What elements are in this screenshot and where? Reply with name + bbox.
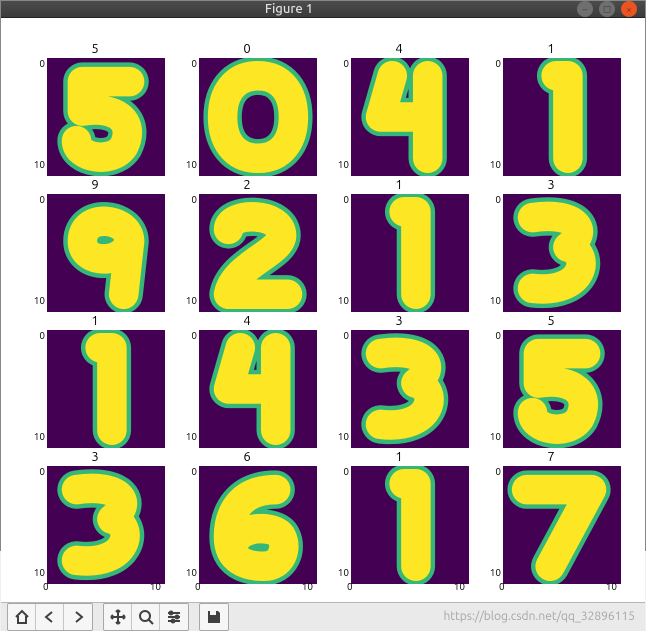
digit-image bbox=[47, 330, 165, 448]
subplot-title: 3 bbox=[475, 178, 627, 192]
watermark-text: https://blog.csdn.net/qq_32896115 bbox=[443, 610, 635, 623]
subplot: 7010010 bbox=[475, 456, 627, 592]
y-ticks: 010 bbox=[331, 194, 349, 306]
subplot: 3010 bbox=[475, 184, 627, 320]
titlebar: Figure 1 – ◻ × bbox=[1, 1, 645, 18]
subplot-grid: 5010001040101010901020101010301010104010… bbox=[19, 48, 627, 592]
save-button[interactable] bbox=[200, 604, 228, 630]
window-title: Figure 1 bbox=[1, 2, 577, 16]
pan-button[interactable] bbox=[104, 604, 132, 630]
subplot: 4010 bbox=[171, 320, 323, 456]
y-ticks: 010 bbox=[179, 58, 197, 170]
maximize-button[interactable]: ◻ bbox=[599, 1, 615, 17]
close-button[interactable]: × bbox=[621, 1, 637, 17]
subplot: 9010 bbox=[19, 184, 171, 320]
subplot-title: 1 bbox=[475, 42, 627, 56]
app-window: Figure 1 – ◻ × 5010001040101010901020101… bbox=[0, 0, 646, 551]
forward-button[interactable] bbox=[64, 604, 92, 630]
subplot-title: 5 bbox=[475, 314, 627, 328]
digit-image bbox=[503, 330, 621, 448]
subplot: 1010 bbox=[19, 320, 171, 456]
subplot-title: 0 bbox=[171, 42, 323, 56]
digit-image bbox=[351, 466, 469, 584]
subplot: 0010 bbox=[171, 48, 323, 184]
minimize-button[interactable]: – bbox=[577, 1, 593, 17]
subplot: 4010 bbox=[323, 48, 475, 184]
arrow-left-icon bbox=[42, 609, 58, 625]
y-ticks: 010 bbox=[483, 194, 501, 306]
home-button[interactable] bbox=[8, 604, 36, 630]
y-ticks: 010 bbox=[179, 194, 197, 306]
subplot: 1010 bbox=[323, 184, 475, 320]
subplot: 3010010 bbox=[19, 456, 171, 592]
y-ticks: 010 bbox=[483, 330, 501, 442]
digit-image bbox=[503, 466, 621, 584]
window-controls: – ◻ × bbox=[577, 1, 645, 17]
zoom-icon bbox=[138, 609, 154, 625]
subplot-title: 2 bbox=[171, 178, 323, 192]
digit-image bbox=[47, 194, 165, 312]
y-ticks: 010 bbox=[483, 466, 501, 578]
subplot: 5010 bbox=[475, 320, 627, 456]
subplot: 6010010 bbox=[171, 456, 323, 592]
x-ticks: 010 bbox=[199, 581, 317, 592]
subplot-title: 3 bbox=[323, 314, 475, 328]
subplot-title: 1 bbox=[19, 314, 171, 328]
toolbar-group-io bbox=[199, 603, 229, 631]
subplot-title: 1 bbox=[323, 178, 475, 192]
y-ticks: 010 bbox=[331, 466, 349, 578]
configure-button[interactable] bbox=[160, 604, 188, 630]
y-ticks: 010 bbox=[27, 194, 45, 306]
subplot-title: 3 bbox=[19, 450, 171, 464]
y-ticks: 010 bbox=[331, 58, 349, 170]
digit-image bbox=[199, 466, 317, 584]
y-ticks: 010 bbox=[27, 466, 45, 578]
digit-image bbox=[503, 58, 621, 176]
subplot-title: 4 bbox=[171, 314, 323, 328]
toolbar-group-nav bbox=[7, 603, 93, 631]
y-ticks: 010 bbox=[179, 466, 197, 578]
zoom-button[interactable] bbox=[132, 604, 160, 630]
digit-image bbox=[199, 330, 317, 448]
y-ticks: 010 bbox=[27, 58, 45, 170]
digit-image bbox=[199, 194, 317, 312]
subplot-title: 1 bbox=[323, 450, 475, 464]
arrow-right-icon bbox=[70, 609, 86, 625]
digit-image bbox=[351, 194, 469, 312]
digit-image bbox=[199, 58, 317, 176]
subplot: 5010 bbox=[19, 48, 171, 184]
home-icon bbox=[14, 609, 30, 625]
sliders-icon bbox=[166, 609, 182, 625]
matplotlib-toolbar: https://blog.csdn.net/qq_32896115 bbox=[1, 602, 645, 631]
y-ticks: 010 bbox=[179, 330, 197, 442]
y-ticks: 010 bbox=[483, 58, 501, 170]
digit-image bbox=[503, 194, 621, 312]
digit-image bbox=[351, 58, 469, 176]
save-icon bbox=[206, 609, 222, 625]
move-icon bbox=[110, 609, 126, 625]
digit-image bbox=[47, 58, 165, 176]
subplot-title: 7 bbox=[475, 450, 627, 464]
digit-image bbox=[47, 466, 165, 584]
subplot-title: 5 bbox=[19, 42, 171, 56]
subplot-title: 4 bbox=[323, 42, 475, 56]
subplot-title: 6 bbox=[171, 450, 323, 464]
x-ticks: 010 bbox=[503, 581, 621, 592]
subplot: 2010 bbox=[171, 184, 323, 320]
x-ticks: 010 bbox=[47, 581, 165, 592]
back-button[interactable] bbox=[36, 604, 64, 630]
subplot: 1010 bbox=[475, 48, 627, 184]
subplot: 1010010 bbox=[323, 456, 475, 592]
figure-canvas: 5010001040101010901020101010301010104010… bbox=[1, 18, 645, 602]
digit-image bbox=[351, 330, 469, 448]
subplot-title: 9 bbox=[19, 178, 171, 192]
y-ticks: 010 bbox=[27, 330, 45, 442]
y-ticks: 010 bbox=[331, 330, 349, 442]
x-ticks: 010 bbox=[351, 581, 469, 592]
subplot: 3010 bbox=[323, 320, 475, 456]
toolbar-group-view bbox=[103, 603, 189, 631]
